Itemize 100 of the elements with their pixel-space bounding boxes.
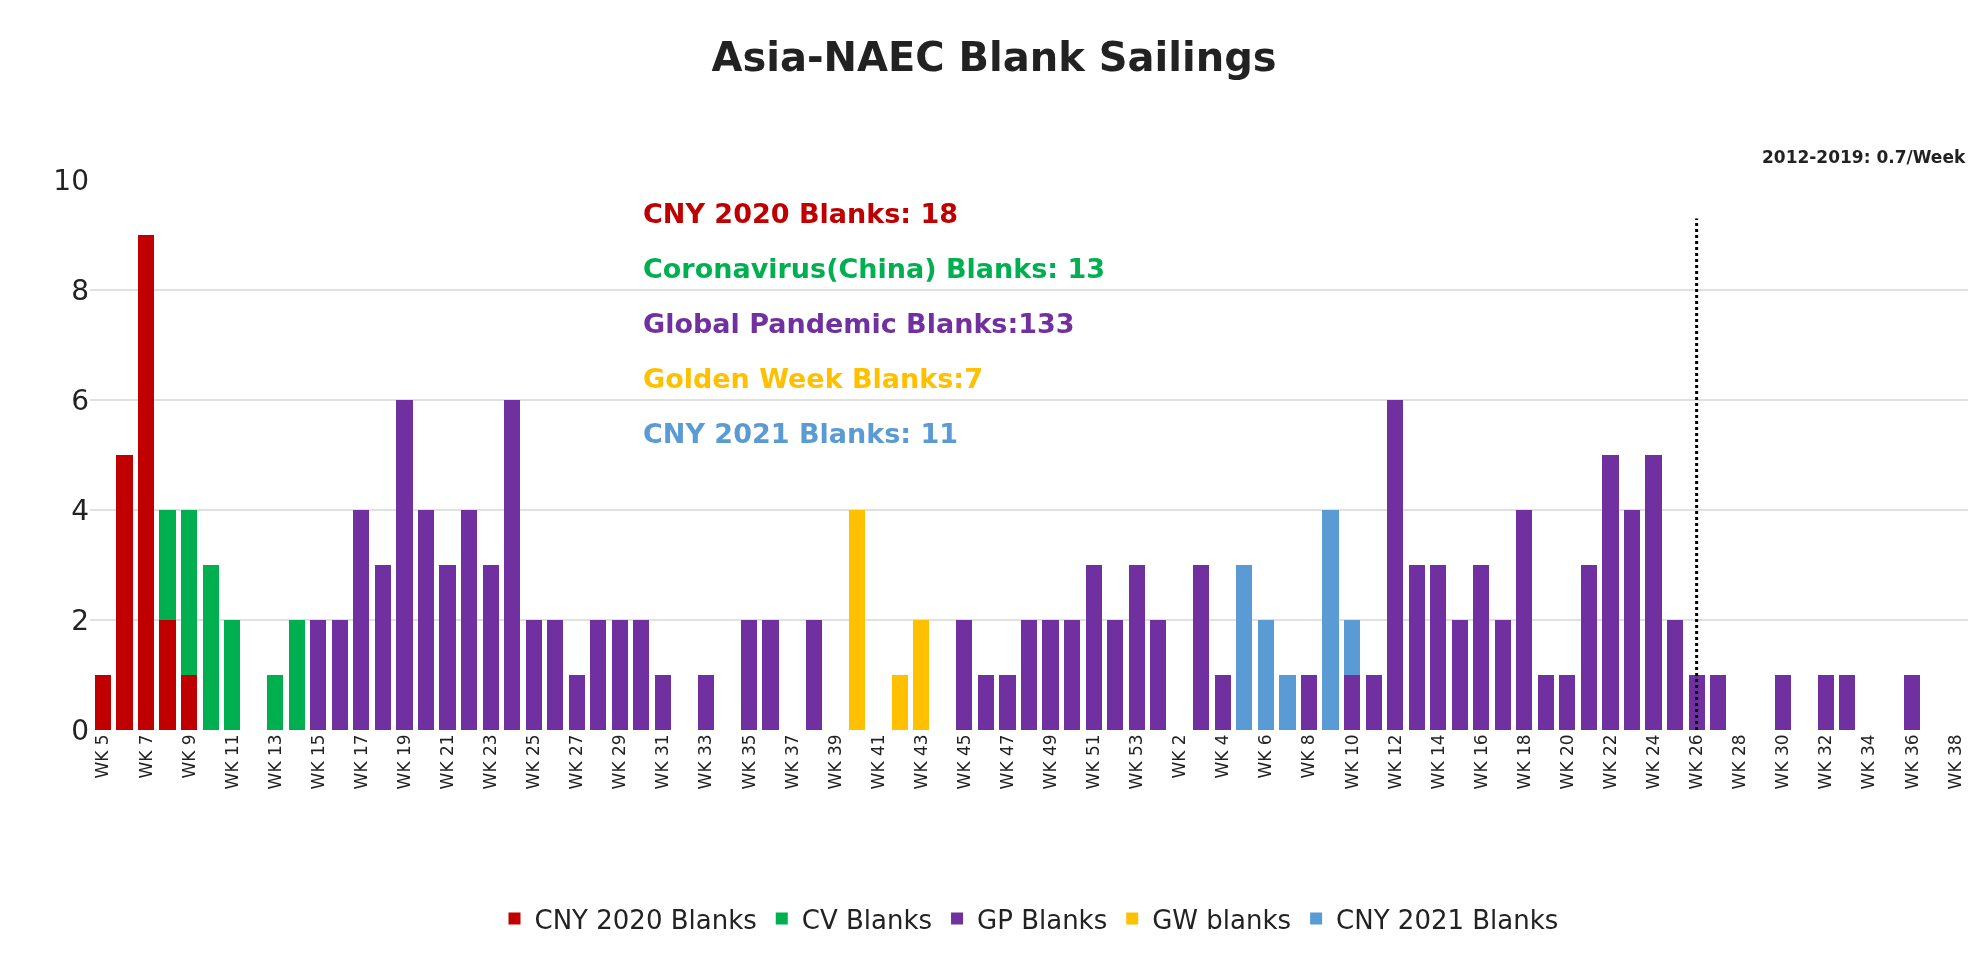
x-tick-label: WK 16 [1470, 734, 1491, 790]
bar [1300, 675, 1318, 730]
text: 2012-2019: 0.7/Week [1762, 147, 1966, 167]
y-tick-label: 8 [71, 273, 89, 307]
annotation: CNY 2021 Blanks: 11 [643, 418, 958, 449]
y-tick-label: 10 [53, 163, 89, 197]
bar [202, 565, 219, 730]
bar [611, 620, 628, 730]
bar [1494, 620, 1511, 730]
x-tick-label: WK 11 [221, 734, 242, 790]
bar [633, 620, 650, 730]
bar [977, 675, 994, 730]
x-tick-label: WK 17 [350, 734, 371, 790]
x-tick-label: WK 38 [1944, 734, 1965, 790]
bar [590, 620, 607, 730]
bar [1042, 620, 1059, 730]
bar [224, 620, 241, 730]
x-tick-label: WK 35 [738, 734, 759, 790]
bar [654, 675, 671, 730]
bar [137, 235, 155, 730]
x-tick-label: WK 10 [1341, 734, 1362, 790]
bar [1128, 565, 1145, 730]
bar [1451, 620, 1468, 730]
legend-label: CNY 2020 Blanks [534, 904, 757, 935]
x-tick-label: WK 4 [1212, 734, 1233, 779]
x-tick-label: WK 47 [996, 734, 1017, 790]
x-tick-label: WK 9 [178, 734, 199, 779]
x-tick-label: WK 29 [609, 734, 630, 790]
x-tick-label: WK 49 [1040, 734, 1061, 790]
x-tick-label: WK 20 [1556, 734, 1577, 790]
x-tick-label: WK 37 [781, 734, 802, 790]
bar [1193, 565, 1210, 730]
bar [1537, 675, 1554, 730]
bar [310, 620, 327, 730]
x-tick-label: WK 21 [437, 734, 458, 790]
bar [1343, 620, 1361, 675]
bar [1710, 675, 1727, 730]
bar [1559, 675, 1576, 730]
bar [1580, 565, 1598, 730]
bar [999, 675, 1016, 730]
x-tick-label: WK 5 [92, 734, 113, 779]
legend-label: GP Blanks [977, 904, 1108, 935]
bar [1257, 620, 1274, 730]
bar [1408, 565, 1425, 730]
x-tick-label: WK 33 [695, 734, 716, 790]
bar [1064, 620, 1081, 730]
bar [180, 675, 198, 730]
x-tick-label: WK 18 [1513, 734, 1534, 790]
bar [1365, 675, 1382, 730]
bar [1667, 620, 1684, 730]
bar [1214, 675, 1231, 730]
chart-title: Asia-NAEC Blank Sailings [711, 33, 1277, 80]
bar [547, 620, 564, 730]
y-tick-label: 0 [71, 713, 89, 747]
bar [848, 510, 865, 730]
bar [1430, 565, 1447, 730]
legend-label: CV Blanks [801, 904, 933, 935]
bar [94, 675, 111, 730]
bar [374, 565, 391, 730]
x-tick-label: WK 19 [393, 734, 414, 790]
x-tick-label: WK 24 [1643, 734, 1664, 790]
x-tick-label: WK 15 [307, 734, 328, 790]
x-tick-label: WK 36 [1901, 734, 1922, 790]
x-tick-label: WK 53 [1126, 734, 1147, 790]
bar [1236, 565, 1253, 730]
bar [504, 400, 521, 730]
bar [1903, 675, 1921, 730]
x-tick-label: WK 43 [910, 734, 931, 790]
annotation: CNY 2020 Blanks: 18 [643, 198, 958, 229]
bar [1107, 620, 1124, 730]
bar [1645, 455, 1662, 730]
x-tick-label: WK 12 [1384, 734, 1405, 790]
bar [1623, 510, 1641, 730]
annotation: Global Pandemic Blanks:133 [643, 308, 1075, 339]
legend-label: GW blanks [1152, 904, 1292, 935]
bar [1602, 455, 1619, 730]
bar [568, 675, 585, 730]
annotation: Golden Week Blanks:7 [643, 363, 983, 394]
bar [956, 620, 973, 730]
x-tick-label: WK 2 [1169, 734, 1190, 779]
y-tick-label: 6 [71, 383, 89, 417]
bar [439, 565, 456, 730]
x-tick-label: WK 34 [1858, 734, 1879, 790]
x-tick-label: WK 26 [1686, 734, 1707, 790]
bar [396, 400, 413, 730]
bar [805, 620, 822, 730]
bar [116, 455, 133, 730]
x-tick-label: WK 6 [1255, 734, 1276, 779]
x-tick-label: WK 8 [1298, 734, 1319, 779]
bar [697, 675, 715, 730]
bar [482, 565, 499, 730]
x-tick-label: WK 27 [566, 734, 587, 790]
x-tick-label: WK 31 [652, 734, 673, 790]
bar [1473, 565, 1490, 730]
bar [525, 620, 542, 730]
annotation: Coronavirus(China) Blanks: 13 [643, 253, 1106, 284]
bar [353, 510, 370, 730]
x-tick-label: WK 45 [953, 734, 974, 790]
bar [1279, 675, 1296, 730]
bar [740, 620, 758, 730]
